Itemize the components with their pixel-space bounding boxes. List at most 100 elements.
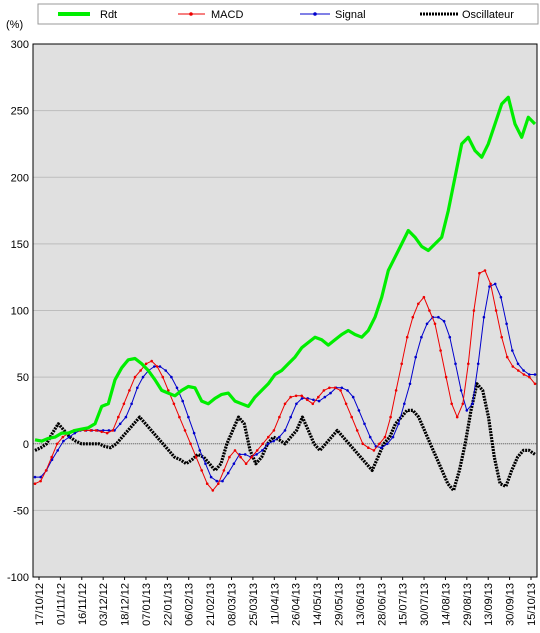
data-point-macd — [178, 415, 181, 419]
data-point-macd — [328, 386, 331, 390]
x-tick-label: 30/09/13 — [505, 583, 517, 626]
x-tick-label: 21/02/13 — [205, 583, 217, 626]
data-point-macd — [494, 309, 498, 312]
data-point-signal — [175, 386, 179, 390]
data-point-signal — [465, 409, 469, 412]
data-point-macd — [105, 431, 109, 435]
x-tick-label: 29/08/13 — [462, 583, 474, 626]
data-point-signal — [397, 422, 400, 426]
data-point-signal — [232, 462, 236, 466]
data-point-macd — [144, 362, 148, 366]
y-unit-label: (%) — [6, 19, 23, 31]
data-point-signal — [368, 435, 372, 439]
data-point-macd — [422, 295, 426, 299]
data-point-signal — [442, 319, 446, 323]
data-point-macd — [378, 442, 381, 446]
data-point-signal — [266, 442, 270, 446]
data-point-signal — [488, 285, 491, 288]
legend-item-macd: MACD — [178, 9, 243, 21]
data-point-macd — [128, 389, 131, 392]
data-point-macd — [500, 335, 504, 339]
y-tick-label: 50 — [17, 372, 29, 384]
data-point-signal — [107, 429, 111, 432]
data-point-macd — [217, 482, 220, 486]
data-point-macd — [194, 455, 198, 459]
data-point-macd — [505, 355, 509, 359]
data-point-macd — [517, 369, 520, 372]
data-point-macd — [411, 315, 415, 319]
data-point-signal — [198, 449, 202, 452]
data-point-macd — [417, 302, 420, 306]
x-tick-label: 15/07/13 — [398, 583, 410, 626]
data-point-macd — [394, 389, 398, 392]
legend-item-signal: Signal — [300, 9, 366, 21]
data-point-macd — [211, 489, 215, 492]
data-point-macd — [205, 482, 209, 486]
data-point-macd — [172, 402, 176, 406]
x-tick-label: 13/09/13 — [483, 583, 495, 626]
data-point-macd — [183, 429, 187, 432]
y-tick-label: 300 — [11, 39, 29, 51]
data-point-signal — [192, 431, 196, 435]
data-point-macd — [150, 359, 153, 363]
legend-label-signal: Signal — [335, 9, 366, 21]
data-point-macd — [350, 415, 354, 419]
legend-marker-signal — [313, 12, 317, 16]
y-tick-label: -100 — [7, 572, 29, 584]
data-point-signal — [516, 362, 520, 366]
data-point-signal — [124, 415, 128, 419]
data-point-signal — [181, 399, 184, 403]
data-point-signal — [454, 362, 457, 366]
x-tick-label: 08/03/13 — [227, 583, 239, 626]
data-point-signal — [215, 479, 219, 483]
data-point-signal — [471, 402, 474, 406]
data-point-macd — [39, 479, 42, 483]
data-point-macd — [233, 449, 237, 452]
data-point-macd — [117, 415, 120, 419]
data-point-signal — [482, 315, 486, 319]
data-point-macd — [511, 365, 515, 368]
data-point-signal — [295, 402, 298, 406]
data-point-signal — [448, 335, 452, 339]
data-point-signal — [283, 429, 287, 432]
data-point-signal — [243, 453, 247, 456]
data-point-macd — [433, 322, 437, 326]
data-point-signal — [522, 369, 525, 372]
data-point-signal — [289, 415, 293, 419]
data-point-macd — [405, 335, 409, 339]
data-point-signal — [323, 395, 327, 399]
data-point-macd — [33, 482, 37, 486]
data-point-macd — [283, 402, 287, 406]
data-point-macd — [267, 435, 270, 439]
data-point-signal — [209, 475, 213, 479]
data-point-macd — [294, 394, 298, 398]
plot-frame — [32, 43, 538, 578]
data-point-macd — [133, 375, 137, 379]
data-point-signal — [414, 355, 418, 359]
x-tick-label: 07/01/13 — [141, 583, 153, 626]
data-point-signal — [420, 335, 423, 339]
series-rdt — [34, 95, 537, 443]
data-point-signal — [505, 322, 508, 326]
data-point-macd — [428, 309, 431, 312]
data-point-macd — [250, 455, 253, 459]
data-point-signal — [261, 449, 264, 452]
data-point-signal — [62, 439, 65, 443]
data-point-macd — [439, 349, 442, 352]
data-point-macd — [450, 402, 454, 406]
x-tick-label: 14/05/13 — [312, 583, 324, 626]
data-point-macd — [461, 402, 465, 406]
data-point-signal — [317, 399, 321, 403]
data-point-macd — [333, 386, 337, 390]
data-point-macd — [111, 429, 115, 432]
x-tick-label: 01/11/12 — [55, 583, 67, 625]
data-point-macd — [389, 415, 392, 419]
data-point-signal — [272, 439, 275, 443]
data-point-signal — [533, 373, 537, 376]
data-point-macd — [189, 442, 192, 446]
data-point-signal — [493, 282, 497, 286]
data-point-macd — [272, 429, 276, 432]
data-point-macd — [100, 430, 103, 434]
data-point-signal — [33, 475, 37, 479]
data-point-macd — [472, 309, 476, 312]
